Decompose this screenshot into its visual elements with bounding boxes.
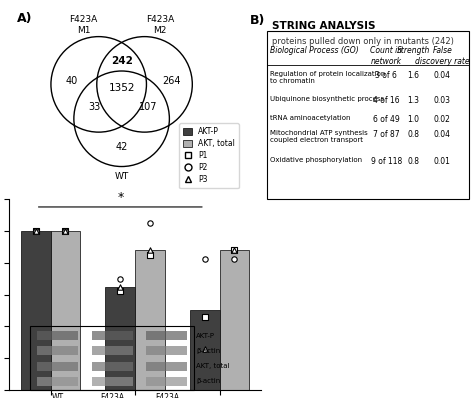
FancyBboxPatch shape [92, 362, 133, 371]
Text: 9 of 118: 9 of 118 [371, 157, 402, 166]
Point [117, 283, 124, 290]
Point [201, 345, 209, 352]
Bar [135, 250, 164, 390]
Point [146, 247, 154, 253]
Point [146, 252, 154, 258]
Text: 4 of 16: 4 of 16 [373, 96, 400, 105]
Text: tRNA aminoacetylation: tRNA aminoacetylation [270, 115, 350, 121]
Text: 1.6: 1.6 [407, 71, 419, 80]
Point [117, 288, 124, 295]
Text: 0.02: 0.02 [434, 115, 451, 124]
Text: 3 of 6: 3 of 6 [375, 71, 397, 80]
Text: 7 of 87: 7 of 87 [373, 130, 400, 139]
FancyBboxPatch shape [146, 346, 187, 355]
Bar [106, 287, 135, 390]
Text: F423A
M1: F423A M1 [100, 393, 124, 398]
FancyBboxPatch shape [37, 332, 78, 340]
Text: 0.04: 0.04 [434, 71, 451, 80]
Point [62, 228, 69, 234]
Text: Ubiquinone biosynthetic process: Ubiquinone biosynthetic process [270, 96, 384, 102]
Text: 33: 33 [89, 102, 101, 112]
Text: 6 of 49: 6 of 49 [373, 115, 400, 124]
Bar [51, 231, 80, 390]
Text: F423A
M1: F423A M1 [69, 15, 98, 35]
Point [32, 228, 39, 234]
Text: *: * [117, 191, 123, 204]
Text: 0.8: 0.8 [407, 130, 419, 139]
Text: WT: WT [52, 393, 64, 398]
Text: WT: WT [115, 172, 129, 181]
Point [117, 275, 124, 282]
Text: AKT-P: AKT-P [196, 333, 215, 339]
Text: False
discovery rate: False discovery rate [415, 46, 470, 66]
Text: B): B) [249, 14, 265, 27]
Text: F423A
M2: F423A M2 [155, 393, 179, 398]
Text: 1352: 1352 [109, 83, 135, 93]
Text: 0.8: 0.8 [407, 157, 419, 166]
Text: Count in
network: Count in network [370, 46, 402, 66]
Point [62, 228, 69, 234]
Text: 264: 264 [162, 76, 181, 86]
Point [32, 228, 39, 234]
Text: 0.03: 0.03 [434, 96, 451, 105]
FancyBboxPatch shape [92, 377, 133, 386]
Text: Strength: Strength [397, 46, 430, 55]
Text: Biological Process (GO): Biological Process (GO) [270, 46, 358, 55]
Text: β-actin: β-actin [196, 378, 221, 384]
Text: Oxidative phosphorylation: Oxidative phosphorylation [270, 157, 362, 163]
Point [146, 220, 154, 226]
FancyBboxPatch shape [37, 346, 78, 355]
Point [231, 256, 238, 263]
Text: 1.0: 1.0 [407, 115, 419, 124]
Text: 40: 40 [66, 76, 78, 86]
FancyBboxPatch shape [92, 346, 133, 355]
Text: Mitochondrial ATP synthesis
coupled electron transport: Mitochondrial ATP synthesis coupled elec… [270, 130, 367, 143]
FancyBboxPatch shape [146, 377, 187, 386]
Text: STRING ANALYSIS: STRING ANALYSIS [272, 21, 375, 31]
Point [231, 247, 238, 253]
Text: proteins pulled down only in mutants (242): proteins pulled down only in mutants (24… [272, 37, 454, 46]
Bar [21, 231, 51, 390]
FancyBboxPatch shape [37, 362, 78, 371]
Text: F423A
M2: F423A M2 [146, 15, 174, 35]
FancyBboxPatch shape [267, 31, 469, 199]
Text: 42: 42 [116, 142, 128, 152]
Point [32, 228, 39, 234]
FancyBboxPatch shape [37, 377, 78, 386]
Text: Regulation of protein localization
to chromatin: Regulation of protein localization to ch… [270, 71, 385, 84]
Point [62, 228, 69, 234]
Bar [190, 310, 219, 390]
FancyBboxPatch shape [146, 362, 187, 371]
Legend: AKT-P, AKT, total, P1, P2, P3: AKT-P, AKT, total, P1, P2, P3 [179, 123, 239, 188]
Text: β-actin: β-actin [196, 347, 221, 353]
Text: AKT, total: AKT, total [196, 363, 230, 369]
Bar [219, 250, 249, 390]
Text: 1.3: 1.3 [407, 96, 419, 105]
Point [231, 247, 238, 253]
Text: 0.01: 0.01 [434, 157, 451, 166]
FancyBboxPatch shape [146, 332, 187, 340]
Point [201, 256, 209, 263]
Text: 242: 242 [111, 57, 133, 66]
Text: 0.04: 0.04 [434, 130, 451, 139]
Text: A): A) [17, 12, 32, 25]
Point [201, 314, 209, 320]
Text: 107: 107 [139, 102, 158, 112]
FancyBboxPatch shape [92, 332, 133, 340]
